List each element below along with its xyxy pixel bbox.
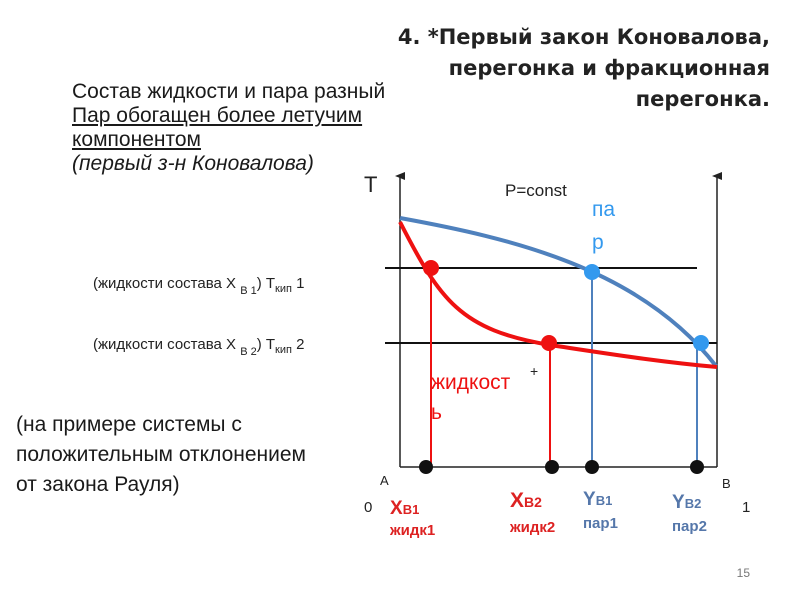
vapor-curve — [399, 216, 718, 368]
vapor-point-1 — [584, 264, 600, 280]
example-line: (на примере системы с — [16, 413, 242, 436]
axis-t-label: T — [364, 172, 377, 197]
lead-line-underlined: Пар обогащен более летучим — [72, 104, 363, 127]
example-note: (на примере системы с положительным откл… — [16, 410, 306, 500]
slide-title: 4. *Первый закон Коновалова, перегонка и… — [330, 22, 770, 115]
xb2-label: ХB2 — [510, 489, 542, 512]
pconst-label: P=const — [505, 181, 567, 200]
example-line: положительным отклонением — [16, 443, 306, 466]
slide-title-line: перегонка и фракционная — [448, 56, 770, 80]
liquid-label: жидкост — [431, 371, 511, 394]
corner-a-label: A — [380, 473, 389, 488]
example-line: от закона Рауля) — [16, 473, 180, 496]
axis-point-xb1 — [419, 460, 433, 474]
lead-line-italic: (первый з-н Коновалова) — [72, 152, 314, 175]
axis-point-xb2 — [545, 460, 559, 474]
xb1-caption: жидк1 — [389, 522, 435, 539]
vapor-point-2 — [693, 335, 709, 351]
plus-mark: + — [530, 363, 538, 379]
yb1-caption: пар1 — [583, 515, 618, 532]
x-zero-label: 0 — [364, 499, 372, 516]
slide-title-line: перегонка. — [635, 87, 770, 111]
lead-line: Состав жидкости и пара разный — [72, 80, 386, 103]
lead-text: Состав жидкости и пара разный Пар обогащ… — [72, 80, 385, 176]
xb1-label: ХB1 — [390, 498, 419, 519]
row-label-2: (жидкости состава X B 2) Tкип 2 — [93, 336, 304, 358]
page-number: 15 — [736, 566, 750, 580]
liquid-point-1 — [423, 260, 439, 276]
yb2-label: YB2 — [672, 492, 701, 513]
axis-point-yb2 — [690, 460, 704, 474]
yb2-caption: пар2 — [672, 518, 707, 535]
vapor-label: р — [592, 231, 604, 254]
x-one-label: 1 — [742, 499, 750, 516]
axis-point-yb1 — [585, 460, 599, 474]
yb1-label: YB1 — [583, 489, 612, 510]
liquid-label: ь — [431, 401, 442, 424]
corner-b-label: B — [722, 476, 731, 491]
liquid-curve — [398, 221, 718, 369]
row-label-1: (жидкости состава X B 1) Tкип 1 — [93, 275, 304, 297]
xb2-caption: жидк2 — [509, 519, 555, 536]
slide-title-line: 4. *Первый закон Коновалова, — [397, 25, 770, 49]
lead-line-underlined: компонентом — [72, 128, 201, 151]
liquid-point-2 — [541, 335, 557, 351]
vapor-label: па — [592, 198, 615, 221]
